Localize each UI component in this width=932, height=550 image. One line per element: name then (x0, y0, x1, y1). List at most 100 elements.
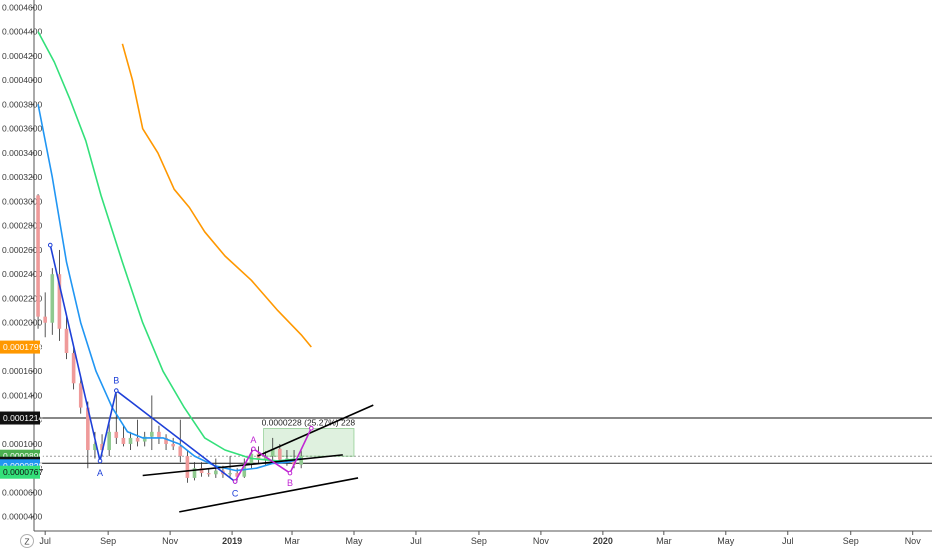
wave-label: C (232, 489, 239, 499)
y-tick-label: 0.0003600 (2, 124, 42, 134)
y-tick-label: 0.0000400 (2, 512, 42, 522)
candle-body (50, 274, 55, 323)
wave-abc-blue-point (47, 242, 53, 248)
x-tick-label: Jul (410, 536, 422, 546)
trend-channel-line-2 (257, 404, 374, 457)
price-badge-label: 0.0001214 (3, 413, 43, 423)
y-tick-label: 0.0004000 (2, 75, 42, 85)
candle-body (192, 468, 197, 478)
measure-label: 0.0000228 (25.27%) 228 (262, 417, 356, 427)
candle-body (71, 353, 76, 384)
candle-body (64, 328, 69, 354)
x-tick-label: Jul (39, 536, 51, 546)
price-badge (0, 340, 40, 354)
trend-channel-line-1 (179, 477, 359, 513)
candle-body (78, 383, 83, 408)
x-tick-label: Nov (905, 536, 922, 546)
candle-body (256, 453, 261, 460)
measure-layer: 0.0000228 (25.27%) 228 (262, 417, 356, 457)
wave-abc-blue-point (97, 458, 103, 464)
price-badge-label: 0.0001799 (3, 342, 43, 352)
wave-abc-magenta-point (287, 470, 293, 476)
y-tick-label: 0.0002000 (2, 318, 42, 328)
y-tick-label: 0.0001000 (2, 439, 42, 449)
horizontal-lines-layer (34, 417, 932, 464)
y-tick-label: 0.0003400 (2, 148, 42, 158)
candle-body (36, 195, 40, 317)
x-tick-label: 2019 (222, 536, 242, 546)
x-tick-label: Mar (284, 536, 300, 546)
moving-averages-layer (37, 31, 312, 472)
candle-body (299, 456, 303, 465)
candle-body (164, 437, 168, 444)
candle-body (86, 407, 90, 451)
price-badge-label: 0.0000899 (3, 451, 43, 461)
candle-body (100, 443, 104, 451)
candle-body (214, 470, 218, 475)
candle-body (114, 431, 119, 438)
wave-abc-blue-point (113, 388, 119, 393)
zoom-label: Z (24, 536, 29, 546)
candle-body (278, 448, 282, 460)
candle-body (228, 473, 232, 475)
candle-body (121, 437, 126, 444)
y-tick-label: 0.0002600 (2, 245, 42, 255)
candle-body (157, 431, 161, 438)
price-badges-layer: 0.00017990.00012140.00008990.00008410.00… (0, 340, 43, 479)
wave-label: A (97, 468, 103, 478)
candle-body (93, 443, 97, 451)
price-badge (0, 411, 40, 425)
candle-body (206, 473, 211, 475)
y-tick-label: 0.0001600 (2, 366, 42, 376)
x-tick-label: Nov (162, 536, 179, 546)
wave-abc-blue-path (49, 244, 236, 483)
candle-body (270, 448, 275, 457)
moving-average-line-2 (37, 104, 302, 472)
x-tick-label: Sep (100, 536, 116, 546)
wave-abc-magenta-point (232, 479, 238, 484)
wave-abc-magenta-point (251, 446, 256, 452)
wave-label: B (287, 478, 293, 488)
candle-body (43, 316, 47, 323)
candle-body (150, 431, 154, 437)
candle-body (263, 456, 268, 460)
x-tick-label: Nov (533, 536, 550, 546)
price-badge (0, 465, 40, 479)
wave-label: A (250, 435, 256, 445)
moving-average-line-1 (37, 31, 302, 462)
wave-abc-magenta-path (234, 427, 313, 482)
candle-body (285, 458, 289, 460)
x-tick-label: Sep (471, 536, 487, 546)
wave-abc-magenta-point (309, 425, 314, 431)
moving-average-line-0 (121, 43, 312, 348)
candle-body (178, 446, 183, 457)
candle-body (142, 436, 147, 442)
y-tick-label: 0.0004600 (2, 2, 42, 12)
y-tick-label: 0.0003000 (2, 196, 42, 206)
y-tick-label: 0.0000600 (2, 487, 42, 497)
candle-body (57, 274, 62, 329)
candle-body (185, 456, 190, 478)
x-tick-label: Mar (656, 536, 672, 546)
candle-body (135, 437, 140, 442)
candle-body (199, 468, 204, 474)
x-tick-label: Sep (843, 536, 859, 546)
candle-body (171, 443, 175, 447)
candle-body (107, 431, 111, 451)
y-tick-label: 0.0003200 (2, 172, 42, 182)
trend-channel-line-0 (142, 454, 343, 477)
wave-label: B (113, 376, 119, 386)
candle-body (235, 473, 239, 477)
zoom-button[interactable]: Z (20, 534, 34, 548)
candle-body (292, 458, 296, 465)
drawings-layer: A B C A B (47, 242, 374, 513)
x-tick-label: Jul (782, 536, 794, 546)
y-tick-label: 0.0004400 (2, 27, 42, 37)
x-tick-label: May (717, 536, 735, 546)
y-tick-label: 0.0002200 (2, 293, 42, 303)
y-tick-label: 0.0004200 (2, 51, 42, 61)
x-tick-label: 2020 (593, 536, 613, 546)
candle-body (128, 437, 133, 444)
